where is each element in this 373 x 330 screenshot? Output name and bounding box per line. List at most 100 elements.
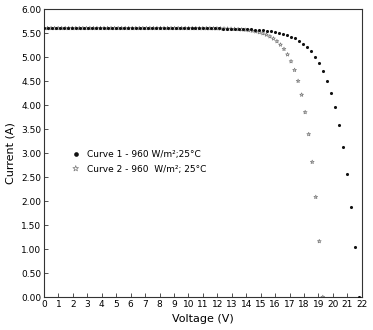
Curve 2 - 960  W/m²; 25°C: [320, 294, 326, 300]
Curve 2 - 960  W/m²; 25°C: [133, 26, 139, 31]
Curve 1 - 960 W/m²;25°C: [133, 26, 139, 31]
Curve 1 - 960 W/m²;25°C: [300, 41, 306, 46]
Curve 2 - 960  W/m²; 25°C: [55, 26, 61, 31]
Curve 2 - 960  W/m²; 25°C: [104, 26, 110, 31]
Curve 1 - 960 W/m²;25°C: [209, 26, 214, 31]
Curve 1 - 960 W/m²;25°C: [101, 26, 107, 31]
Curve 2 - 960  W/m²; 25°C: [313, 194, 319, 200]
Curve 2 - 960  W/m²; 25°C: [281, 47, 287, 52]
Curve 2 - 960  W/m²; 25°C: [161, 26, 167, 31]
Curve 2 - 960  W/m²; 25°C: [157, 26, 163, 31]
Curve 1 - 960 W/m²;25°C: [296, 38, 302, 44]
Curve 1 - 960 W/m²;25°C: [81, 26, 87, 31]
Curve 1 - 960 W/m²;25°C: [344, 171, 350, 177]
Curve 2 - 960  W/m²; 25°C: [189, 26, 195, 31]
Curve 1 - 960 W/m²;25°C: [121, 26, 127, 31]
Curve 2 - 960  W/m²; 25°C: [59, 26, 65, 31]
Curve 1 - 960 W/m²;25°C: [109, 26, 115, 31]
Curve 2 - 960  W/m²; 25°C: [90, 26, 96, 31]
Curve 1 - 960 W/m²;25°C: [181, 26, 186, 31]
Curve 2 - 960  W/m²; 25°C: [175, 26, 181, 31]
Curve 2 - 960  W/m²; 25°C: [299, 92, 305, 97]
Curve 1 - 960 W/m²;25°C: [117, 26, 123, 31]
Curve 2 - 960  W/m²; 25°C: [80, 26, 86, 31]
Curve 1 - 960 W/m²;25°C: [220, 26, 226, 31]
Curve 2 - 960  W/m²; 25°C: [186, 26, 192, 31]
Curve 2 - 960  W/m²; 25°C: [101, 26, 107, 31]
Curve 1 - 960 W/m²;25°C: [225, 26, 231, 31]
Curve 1 - 960 W/m²;25°C: [113, 26, 119, 31]
Curve 2 - 960  W/m²; 25°C: [210, 26, 216, 31]
X-axis label: Voltage (V): Voltage (V): [172, 314, 234, 324]
Curve 1 - 960 W/m²;25°C: [41, 26, 47, 31]
Curve 1 - 960 W/m²;25°C: [292, 36, 298, 41]
Curve 1 - 960 W/m²;25°C: [216, 26, 222, 31]
Curve 2 - 960  W/m²; 25°C: [147, 26, 153, 31]
Curve 2 - 960  W/m²; 25°C: [263, 32, 269, 37]
Curve 1 - 960 W/m²;25°C: [129, 26, 135, 31]
Curve 1 - 960 W/m²;25°C: [320, 68, 326, 74]
Curve 2 - 960  W/m²; 25°C: [73, 26, 79, 31]
Curve 1 - 960 W/m²;25°C: [188, 26, 194, 31]
Curve 2 - 960  W/m²; 25°C: [44, 26, 50, 31]
Curve 2 - 960  W/m²; 25°C: [221, 26, 227, 31]
Curve 2 - 960  W/m²; 25°C: [41, 26, 47, 31]
Curve 1 - 960 W/m²;25°C: [173, 26, 179, 31]
Curve 1 - 960 W/m²;25°C: [200, 26, 206, 31]
Curve 2 - 960  W/m²; 25°C: [214, 26, 220, 31]
Curve 2 - 960  W/m²; 25°C: [94, 26, 100, 31]
Curve 2 - 960  W/m²; 25°C: [242, 27, 248, 33]
Curve 1 - 960 W/m²;25°C: [328, 90, 334, 95]
Curve 2 - 960  W/m²; 25°C: [150, 26, 156, 31]
Curve 1 - 960 W/m²;25°C: [288, 34, 294, 39]
Curve 1 - 960 W/m²;25°C: [240, 26, 246, 32]
Curve 2 - 960  W/m²; 25°C: [295, 78, 301, 83]
Curve 2 - 960  W/m²; 25°C: [66, 26, 72, 31]
Curve 1 - 960 W/m²;25°C: [65, 26, 71, 31]
Curve 1 - 960 W/m²;25°C: [228, 26, 234, 31]
Curve 1 - 960 W/m²;25°C: [348, 204, 354, 210]
Curve 2 - 960  W/m²; 25°C: [51, 26, 57, 31]
Curve 1 - 960 W/m²;25°C: [272, 29, 278, 35]
Curve 1 - 960 W/m²;25°C: [340, 144, 346, 149]
Curve 2 - 960  W/m²; 25°C: [285, 52, 291, 57]
Curve 2 - 960  W/m²; 25°C: [260, 31, 266, 36]
Curve 1 - 960 W/m²;25°C: [260, 28, 266, 33]
Curve 1 - 960 W/m²;25°C: [153, 26, 159, 31]
Curve 1 - 960 W/m²;25°C: [69, 26, 75, 31]
Curve 1 - 960 W/m²;25°C: [284, 32, 290, 38]
Curve 1 - 960 W/m²;25°C: [336, 122, 342, 128]
Curve 1 - 960 W/m²;25°C: [213, 26, 219, 31]
Curve 1 - 960 W/m²;25°C: [125, 26, 131, 31]
Curve 2 - 960  W/m²; 25°C: [306, 132, 312, 137]
Curve 1 - 960 W/m²;25°C: [149, 26, 155, 31]
Curve 2 - 960  W/m²; 25°C: [154, 26, 160, 31]
Curve 2 - 960  W/m²; 25°C: [200, 26, 206, 31]
Curve 2 - 960  W/m²; 25°C: [126, 26, 132, 31]
Curve 1 - 960 W/m²;25°C: [176, 26, 182, 31]
Curve 1 - 960 W/m²;25°C: [268, 29, 274, 34]
Curve 2 - 960  W/m²; 25°C: [62, 26, 68, 31]
Curve 2 - 960  W/m²; 25°C: [253, 29, 259, 34]
Curve 2 - 960  W/m²; 25°C: [97, 26, 103, 31]
Curve 2 - 960  W/m²; 25°C: [179, 26, 185, 31]
Curve 2 - 960  W/m²; 25°C: [232, 26, 238, 32]
Curve 1 - 960 W/m²;25°C: [248, 27, 254, 32]
Curve 2 - 960  W/m²; 25°C: [115, 26, 121, 31]
Curve 1 - 960 W/m²;25°C: [236, 26, 242, 31]
Curve 1 - 960 W/m²;25°C: [308, 49, 314, 54]
Curve 1 - 960 W/m²;25°C: [304, 45, 310, 50]
Curve 1 - 960 W/m²;25°C: [49, 26, 55, 31]
Curve 2 - 960  W/m²; 25°C: [270, 36, 276, 41]
Curve 2 - 960  W/m²; 25°C: [129, 26, 135, 31]
Curve 1 - 960 W/m²;25°C: [141, 26, 147, 31]
Legend: Curve 1 - 960 W/m²;25°C, Curve 2 - 960  W/m²; 25°C: Curve 1 - 960 W/m²;25°C, Curve 2 - 960 W…: [68, 146, 210, 177]
Curve 2 - 960  W/m²; 25°C: [196, 26, 202, 31]
Curve 2 - 960  W/m²; 25°C: [193, 26, 199, 31]
Curve 1 - 960 W/m²;25°C: [169, 26, 175, 31]
Curve 2 - 960  W/m²; 25°C: [112, 26, 117, 31]
Curve 2 - 960  W/m²; 25°C: [48, 26, 54, 31]
Curve 1 - 960 W/m²;25°C: [185, 26, 191, 31]
Curve 2 - 960  W/m²; 25°C: [140, 26, 146, 31]
Curve 1 - 960 W/m²;25°C: [137, 26, 142, 31]
